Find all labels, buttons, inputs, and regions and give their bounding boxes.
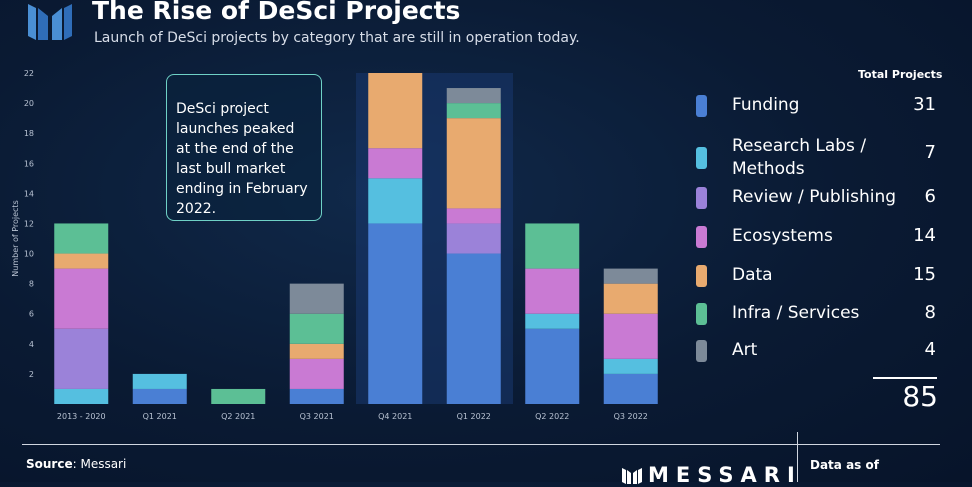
bar-segment — [289, 343, 344, 359]
y-tick-label: 2 — [29, 370, 34, 379]
legend-label: Ecosystems — [732, 226, 833, 246]
bar-segment — [446, 208, 501, 224]
bar-segment — [525, 328, 580, 404]
bar-segment — [289, 358, 344, 389]
messari-logo-icon — [28, 4, 72, 40]
legend-swatch — [696, 265, 707, 287]
bar-segment — [603, 313, 658, 359]
data-as-of-label: Data as of — [810, 458, 879, 472]
y-tick-label: 8 — [29, 280, 34, 289]
legend-count: 8 — [924, 302, 936, 323]
x-tick-label: Q2 2022 — [535, 412, 569, 421]
bar-segment — [54, 328, 109, 389]
x-tick-label: Q1 2021 — [143, 412, 177, 421]
bar-segment — [525, 223, 580, 269]
legend-count: 15 — [913, 264, 936, 285]
total-projects-value: 85 — [902, 380, 938, 413]
bar-segment — [446, 118, 501, 209]
bar-segment — [603, 358, 658, 374]
x-tick-label: Q1 2022 — [457, 412, 491, 421]
bar-segment — [446, 88, 501, 104]
legend-label: Review / Publishing — [732, 187, 897, 207]
legend-item: Research Labs / Methods 7 — [696, 135, 936, 179]
footer-vertical-divider — [797, 432, 798, 482]
legend-swatch — [696, 95, 707, 117]
y-tick-label: 6 — [29, 310, 34, 319]
legend-swatch — [696, 303, 707, 325]
legend-count: 6 — [924, 186, 936, 207]
y-tick-label: 10 — [24, 250, 34, 259]
x-tick-label: Q3 2021 — [300, 412, 334, 421]
x-tick-label: Q4 2021 — [378, 412, 412, 421]
legend-item: Funding 31 — [696, 94, 936, 134]
y-tick-label: 20 — [24, 99, 34, 108]
bar-segment — [132, 373, 187, 389]
legend-count: 14 — [913, 225, 936, 246]
stacked-bar-chart: 2 4 6 8 10 12 14 16 18 20 22 Number of Projects 2013… — [11, 69, 658, 421]
bar-segment — [446, 103, 501, 119]
annotation-box: DeSci project launches peaked at the end… — [166, 74, 322, 221]
bar-segment — [446, 253, 501, 404]
y-tick-label: 4 — [29, 340, 34, 349]
legend-item: Art 4 — [696, 339, 936, 379]
source-note: Source: Messari — [26, 457, 126, 471]
bar-segment — [525, 268, 580, 314]
footer-divider — [22, 444, 940, 445]
bar-segment — [54, 223, 109, 254]
bar-segment — [54, 253, 109, 269]
messari-mark-icon — [622, 468, 642, 484]
y-tick-label: 18 — [24, 129, 34, 138]
bar-segment — [289, 388, 344, 404]
y-tick-label: 16 — [24, 159, 34, 168]
bar-segment — [603, 283, 658, 314]
source-value: : Messari — [72, 457, 127, 471]
y-tick-label: 14 — [24, 189, 34, 198]
bar-segment — [368, 73, 423, 149]
brand-wordmark: MESSARI — [648, 463, 802, 487]
bar-segment — [368, 178, 423, 224]
bar-segment — [368, 223, 423, 404]
bar-segment — [603, 373, 658, 404]
legend-item: Ecosystems 14 — [696, 225, 936, 265]
bar-segment — [368, 148, 423, 179]
bar-segment — [211, 388, 266, 404]
x-tick-label: 2013 - 2020 — [57, 412, 106, 421]
legend-count: 7 — [924, 142, 936, 163]
bar-segment — [525, 313, 580, 329]
page-subtitle: Launch of DeSci projects by category tha… — [94, 30, 580, 46]
bar-segment — [289, 283, 344, 314]
legend-count: 4 — [924, 339, 936, 360]
legend-swatch — [696, 340, 707, 362]
bar-segment — [54, 388, 109, 404]
legend-label: Data — [732, 265, 773, 285]
legend-label: Infra / Services — [732, 303, 860, 323]
source-label: Source — [26, 457, 73, 471]
bar-segment — [289, 313, 344, 344]
legend-label: Funding — [732, 95, 800, 115]
legend-item: Data 15 — [696, 264, 936, 304]
legend-swatch — [696, 187, 707, 209]
legend-count: 31 — [913, 94, 936, 115]
y-axis-label: Number of Projects — [11, 200, 20, 276]
legend-header: Total Projects — [858, 68, 943, 81]
legend-swatch — [696, 226, 707, 248]
bar-segment — [132, 388, 187, 404]
x-tick-label: Q2 2021 — [221, 412, 255, 421]
page-title: The Rise of DeSci Projects — [92, 0, 461, 25]
x-tick-label: Q3 2022 — [614, 412, 648, 421]
y-tick-label: 12 — [24, 219, 34, 228]
legend-swatch — [696, 147, 707, 169]
legend-label: Art — [732, 340, 758, 360]
y-tick-label: 22 — [24, 69, 34, 78]
legend-item: Infra / Services 8 — [696, 302, 936, 342]
total-divider — [873, 377, 937, 379]
bar-segment — [54, 268, 109, 329]
legend-label: Research Labs / Methods — [732, 136, 867, 179]
bar-segment — [603, 268, 658, 284]
bar-segment — [446, 223, 501, 254]
legend-item: Review / Publishing 6 — [696, 186, 936, 226]
